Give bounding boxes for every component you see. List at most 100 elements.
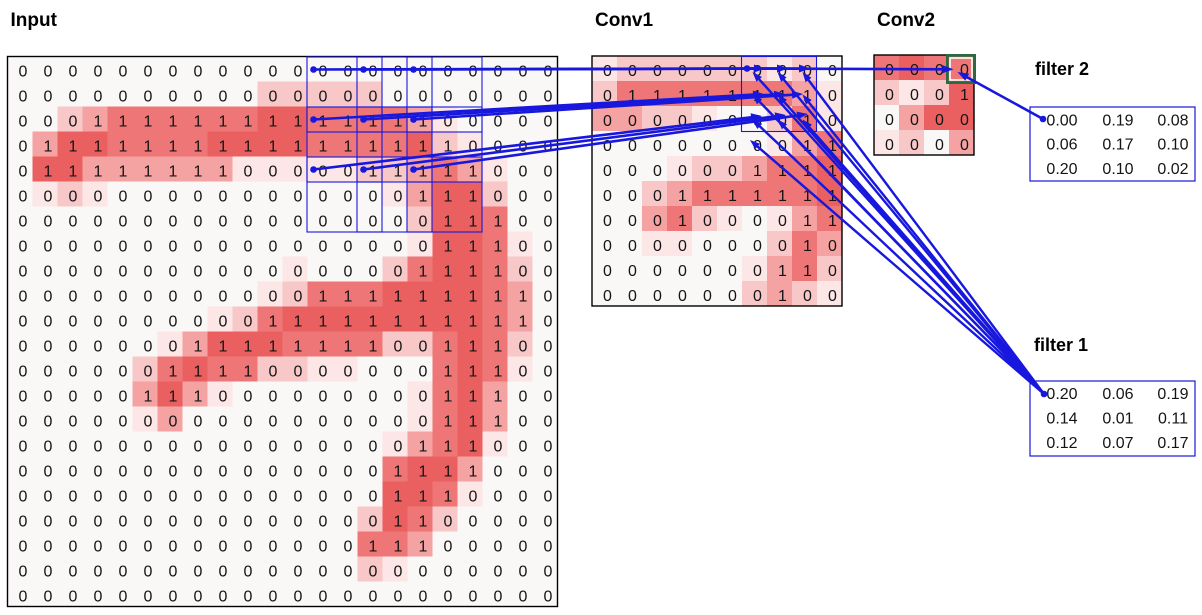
svg-text:0: 0	[828, 238, 837, 255]
svg-text:0: 0	[144, 189, 153, 206]
svg-text:0: 0	[369, 239, 378, 256]
svg-text:0: 0	[369, 589, 378, 606]
svg-text:0: 0	[628, 288, 637, 305]
svg-text:0: 0	[344, 189, 353, 206]
svg-text:1: 1	[369, 164, 378, 181]
svg-text:0: 0	[469, 489, 478, 506]
svg-text:0: 0	[194, 89, 203, 106]
svg-text:0: 0	[169, 314, 178, 331]
svg-text:0: 0	[294, 589, 303, 606]
svg-text:1: 1	[169, 364, 178, 381]
svg-text:0: 0	[194, 64, 203, 81]
svg-text:1: 1	[194, 389, 203, 406]
svg-text:0: 0	[44, 239, 53, 256]
svg-text:0: 0	[219, 564, 228, 581]
svg-text:0: 0	[294, 464, 303, 481]
svg-text:0: 0	[444, 564, 453, 581]
svg-text:filter 1: filter 1	[1034, 335, 1088, 355]
svg-text:0: 0	[419, 589, 428, 606]
svg-text:0: 0	[144, 414, 153, 431]
svg-text:1: 1	[169, 389, 178, 406]
svg-text:1: 1	[469, 314, 478, 331]
svg-text:0: 0	[69, 414, 78, 431]
svg-text:0: 0	[244, 564, 253, 581]
svg-text:0: 0	[194, 439, 203, 456]
svg-text:0: 0	[319, 89, 328, 106]
svg-text:0.08: 0.08	[1157, 113, 1188, 130]
svg-text:0: 0	[519, 239, 528, 256]
svg-text:0: 0	[269, 189, 278, 206]
svg-text:0: 0	[94, 439, 103, 456]
svg-text:1: 1	[469, 364, 478, 381]
svg-text:0: 0	[703, 163, 712, 180]
svg-text:0: 0	[960, 62, 969, 79]
svg-text:0: 0	[269, 464, 278, 481]
svg-text:1: 1	[828, 138, 837, 155]
svg-text:0: 0	[269, 264, 278, 281]
svg-text:0: 0	[494, 539, 503, 556]
svg-text:0: 0	[269, 414, 278, 431]
svg-text:0: 0	[519, 389, 528, 406]
svg-text:0: 0	[344, 364, 353, 381]
svg-text:0: 0	[728, 138, 737, 155]
svg-text:0: 0	[653, 263, 662, 280]
svg-text:0: 0	[519, 439, 528, 456]
svg-text:1: 1	[369, 539, 378, 556]
svg-text:0: 0	[494, 164, 503, 181]
svg-text:0: 0	[269, 564, 278, 581]
svg-text:0: 0	[628, 63, 637, 80]
svg-text:0: 0	[519, 514, 528, 531]
svg-text:0: 0	[294, 264, 303, 281]
svg-text:0: 0	[169, 439, 178, 456]
svg-text:1: 1	[169, 164, 178, 181]
svg-text:1: 1	[269, 114, 278, 131]
svg-text:0: 0	[119, 64, 128, 81]
svg-text:0: 0	[803, 63, 812, 80]
svg-text:0.10: 0.10	[1102, 161, 1133, 178]
svg-text:0: 0	[319, 389, 328, 406]
svg-text:1: 1	[444, 439, 453, 456]
svg-text:0: 0	[344, 489, 353, 506]
svg-text:0: 0	[628, 138, 637, 155]
svg-text:1: 1	[169, 114, 178, 131]
svg-text:0: 0	[653, 163, 662, 180]
svg-text:0: 0	[69, 389, 78, 406]
svg-text:0: 0	[394, 589, 403, 606]
svg-text:0: 0	[144, 214, 153, 231]
svg-text:1: 1	[494, 364, 503, 381]
svg-text:0: 0	[169, 589, 178, 606]
svg-text:0: 0	[244, 214, 253, 231]
svg-text:0: 0	[394, 414, 403, 431]
svg-text:0: 0	[169, 414, 178, 431]
svg-text:1: 1	[419, 464, 428, 481]
svg-text:0: 0	[319, 239, 328, 256]
svg-text:0: 0	[69, 239, 78, 256]
svg-text:0: 0	[369, 189, 378, 206]
svg-text:0: 0	[244, 439, 253, 456]
svg-text:1: 1	[469, 239, 478, 256]
svg-text:0: 0	[519, 264, 528, 281]
svg-text:1: 1	[219, 164, 228, 181]
svg-text:0: 0	[394, 364, 403, 381]
svg-text:0: 0	[119, 289, 128, 306]
svg-text:0: 0	[828, 113, 837, 130]
svg-text:0: 0	[444, 539, 453, 556]
svg-text:0: 0	[319, 539, 328, 556]
svg-text:0: 0	[94, 589, 103, 606]
svg-text:0: 0	[294, 89, 303, 106]
svg-text:0: 0	[244, 239, 253, 256]
svg-text:1: 1	[269, 139, 278, 156]
svg-text:0: 0	[194, 539, 203, 556]
svg-text:1: 1	[394, 464, 403, 481]
svg-text:0: 0	[219, 64, 228, 81]
svg-text:1: 1	[119, 114, 128, 131]
svg-text:0: 0	[544, 264, 553, 281]
svg-text:0: 0	[519, 414, 528, 431]
svg-text:0: 0	[494, 589, 503, 606]
svg-text:0: 0	[219, 589, 228, 606]
svg-text:0: 0	[603, 213, 612, 230]
svg-text:1: 1	[469, 389, 478, 406]
svg-text:0.07: 0.07	[1102, 435, 1133, 452]
svg-text:0: 0	[219, 89, 228, 106]
svg-text:0: 0	[69, 514, 78, 531]
